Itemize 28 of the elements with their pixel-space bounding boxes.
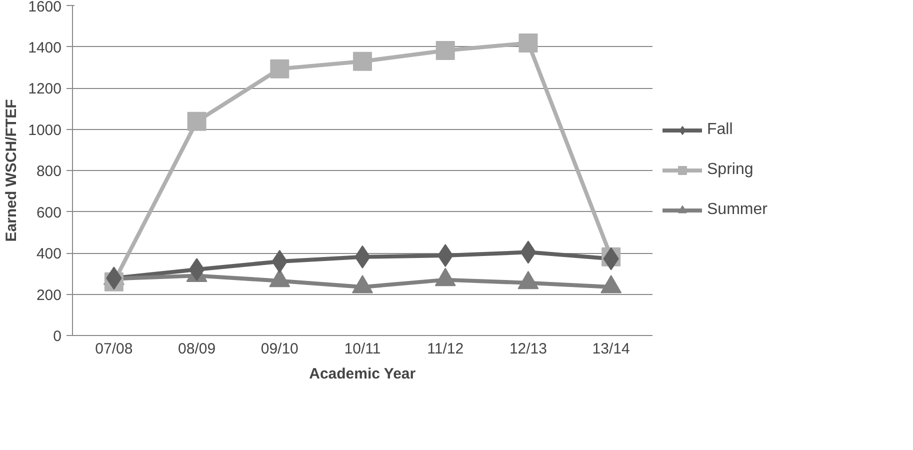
point: [518, 34, 538, 53]
x-tick-label: 12/13: [509, 340, 547, 358]
y-tick-label: 1000: [28, 122, 62, 139]
point: [188, 258, 205, 281]
y-tick-label: 1200: [28, 80, 62, 98]
point: [353, 52, 372, 71]
point: [187, 112, 206, 131]
y-tick-label: 600: [36, 204, 62, 222]
y-tick-label: 1400: [28, 39, 62, 56]
y-tick-label: 800: [36, 163, 62, 180]
point: [270, 59, 290, 78]
y-axis-title: Earned WSCH/FTEF: [3, 99, 20, 242]
y-tick-label: 1600: [28, 0, 62, 16]
point: [520, 240, 536, 264]
x-tick-label: 08/09: [178, 340, 216, 358]
y-tick-label: 400: [36, 246, 62, 262]
x-tick-label: 11/12: [427, 340, 464, 358]
legend-label: Spring: [707, 161, 754, 179]
x-tick-label: 09/10: [260, 340, 298, 358]
x-tick-label: 13/14: [592, 340, 630, 358]
legend-label: Summer: [707, 201, 768, 219]
x-tick-label: 07/08: [95, 340, 133, 358]
legend-label: Fall: [707, 121, 733, 139]
y-tick-label: 0: [53, 328, 62, 345]
point: [436, 40, 455, 60]
x-axis-title: Academic Year: [309, 366, 416, 382]
x-tick-label: 10/11: [344, 340, 381, 358]
y-tick-label: 200: [36, 286, 62, 304]
